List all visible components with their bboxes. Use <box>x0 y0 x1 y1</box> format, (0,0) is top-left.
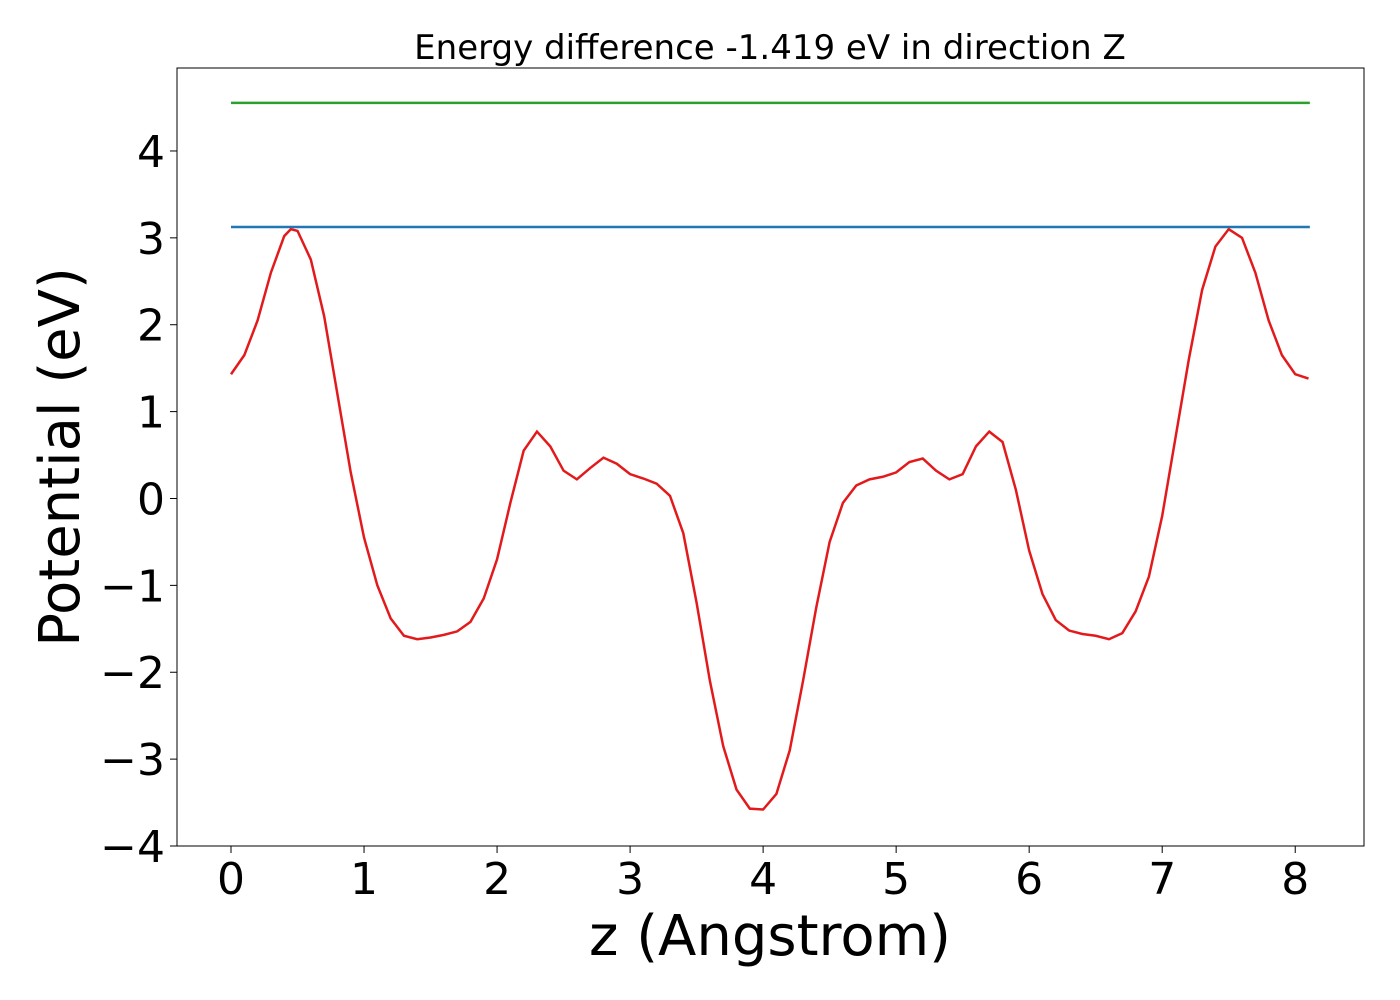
y-axis-label: Potential (eV) <box>28 267 93 647</box>
x-tick-label: 5 <box>882 854 910 905</box>
x-tick-label: 4 <box>749 854 777 905</box>
x-tick-label: 8 <box>1281 854 1309 905</box>
x-axis-label: z (Angstrom) <box>589 904 951 969</box>
x-tick-label: 2 <box>483 854 511 905</box>
x-tick-label: 0 <box>217 854 245 905</box>
y-tick-label: −3 <box>100 735 165 786</box>
y-tick-label: 4 <box>137 127 165 178</box>
y-tick-label: 1 <box>137 388 165 439</box>
y-tick-label: −2 <box>100 648 165 699</box>
x-tick-label: 7 <box>1148 854 1176 905</box>
line-series <box>229 227 1309 811</box>
x-tick-label: 6 <box>1015 854 1043 905</box>
plot-frame <box>176 67 1365 847</box>
chart-title: Energy difference -1.419 eV in direction… <box>414 28 1126 68</box>
y-tick-label: 0 <box>137 474 165 525</box>
x-tick-label: 3 <box>616 854 644 905</box>
y-tick-label: 2 <box>137 301 165 352</box>
y-tick-label: −4 <box>100 822 165 873</box>
y-tick-label: 3 <box>137 214 165 265</box>
y-tick-label: −1 <box>100 561 165 612</box>
x-tick-label: 1 <box>350 854 378 905</box>
